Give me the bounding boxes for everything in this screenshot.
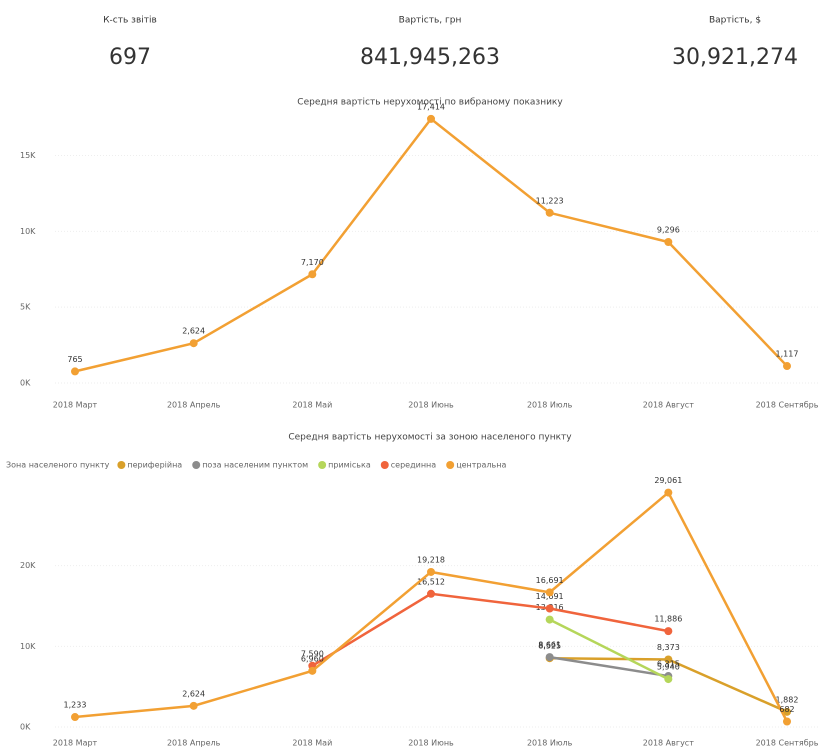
data-label: 9,296	[657, 226, 680, 235]
x-tick-label: 2018 Сентябрь	[756, 401, 819, 410]
x-tick-label: 2018 Март	[53, 401, 98, 410]
x-tick-label: 2018 Апрель	[167, 739, 221, 748]
data-label: 2,624	[182, 689, 205, 698]
data-label: 7,590	[301, 649, 324, 658]
chart-title: Середня вартість нерухомості по вибраном…	[297, 98, 563, 108]
legend-swatch	[117, 461, 126, 469]
data-label: 29,061	[654, 476, 682, 485]
card-label: Вартість, $	[709, 16, 761, 26]
data-label: 8,373	[657, 643, 680, 652]
card-label: Вартість, грн	[399, 16, 462, 26]
data-label: 8,525	[538, 642, 561, 651]
x-tick-label: 2018 Июль	[527, 739, 573, 748]
y-tick-label: 20K	[20, 561, 36, 570]
legend-label: периферійна	[127, 461, 182, 470]
data-label: 765	[67, 355, 82, 364]
x-tick-label: 2018 Июнь	[408, 401, 454, 410]
data-label: 1,882	[776, 695, 799, 704]
data-label: 2,624	[182, 327, 205, 336]
data-label: 7,170	[301, 258, 324, 267]
data-point	[308, 270, 317, 279]
card-label: К-сть звітів	[103, 16, 157, 26]
card-value: 30,921,274	[672, 45, 798, 70]
data-label: 17,414	[417, 102, 445, 111]
data-point	[664, 627, 673, 636]
data-label: 11,223	[536, 196, 564, 205]
data-point	[664, 675, 673, 684]
x-tick-label: 2018 Сентябрь	[756, 739, 819, 748]
data-point	[71, 713, 79, 722]
legend-swatch	[380, 461, 389, 469]
data-point	[545, 615, 554, 624]
data-point	[664, 655, 673, 664]
data-label: 1,233	[64, 701, 87, 710]
legend-title: Зона населеного пункту	[6, 461, 110, 470]
y-tick-label: 10K	[20, 642, 36, 651]
x-tick-label: 2018 Июнь	[408, 739, 454, 748]
x-tick-label: 2018 Май	[292, 401, 332, 410]
data-point	[545, 653, 554, 662]
data-label: 19,218	[417, 555, 445, 564]
card-value: 841,945,263	[360, 45, 500, 70]
data-label: 16,691	[536, 576, 564, 585]
data-point	[783, 707, 791, 716]
data-point	[545, 604, 554, 613]
data-point	[427, 589, 435, 598]
data-label: 11,886	[654, 615, 682, 624]
legend-label: серединна	[391, 461, 437, 470]
data-point	[427, 114, 435, 123]
data-label: 5,940	[657, 663, 680, 672]
x-tick-label: 2018 Апрель	[167, 401, 221, 410]
y-tick-label: 10K	[20, 227, 36, 236]
y-tick-label: 15K	[20, 151, 36, 160]
data-point	[71, 367, 79, 376]
data-label: 14,691	[536, 592, 564, 601]
x-tick-label: 2018 Май	[292, 739, 332, 748]
data-point	[664, 488, 673, 497]
data-point	[545, 208, 554, 217]
x-tick-label: 2018 Июль	[527, 401, 573, 410]
data-point	[664, 238, 673, 247]
data-label: 682	[779, 705, 794, 714]
y-tick-label: 5K	[20, 303, 31, 312]
series-line	[549, 618, 669, 681]
data-label: 8,661	[538, 641, 561, 650]
x-tick-label: 2018 Август	[643, 739, 694, 748]
x-tick-label: 2018 Март	[53, 739, 98, 748]
legend-swatch	[446, 461, 455, 469]
y-tick-label: 0K	[20, 379, 31, 388]
y-tick-label: 0K	[20, 723, 31, 732]
data-label: 1,117	[776, 350, 799, 359]
chart-title: Середня вартість нерухомості за зоною на…	[288, 433, 572, 443]
data-point	[189, 701, 198, 710]
legend-label: центральна	[456, 461, 506, 470]
legend-swatch	[192, 461, 201, 469]
series-line	[311, 592, 669, 667]
legend-swatch	[318, 461, 327, 469]
series-line	[549, 655, 669, 678]
data-point	[308, 666, 317, 675]
data-point	[545, 588, 554, 597]
data-label: 6,315	[657, 660, 680, 669]
legend-label: приміська	[328, 461, 371, 470]
data-point	[783, 717, 791, 726]
legend-label: поза населеним пунктом	[202, 461, 308, 470]
data-point	[783, 362, 791, 371]
data-label: 16,512	[417, 577, 445, 586]
data-point	[427, 567, 435, 576]
x-tick-label: 2018 Август	[643, 401, 694, 410]
data-label: 6,960	[301, 654, 324, 663]
card-value: 697	[109, 45, 151, 70]
data-point	[189, 339, 198, 348]
